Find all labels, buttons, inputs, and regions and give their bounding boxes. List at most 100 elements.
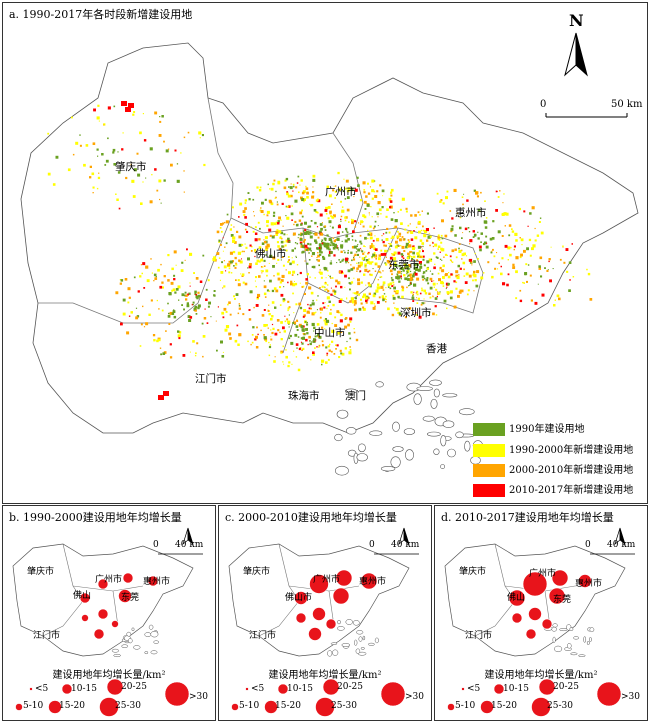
landuse-patch — [353, 255, 355, 257]
landuse-patch — [521, 244, 523, 246]
city-label: 佛山 — [73, 591, 92, 601]
landuse-patch — [436, 192, 439, 195]
landuse-patch — [184, 259, 186, 261]
landuse-patch — [317, 198, 319, 201]
island — [404, 449, 414, 461]
landuse-patch — [199, 137, 201, 139]
landuse-patch — [534, 227, 536, 230]
landuse-patch — [491, 275, 494, 279]
landuse-patch — [462, 232, 464, 234]
landuse-patch — [538, 265, 541, 268]
landuse-patch — [280, 237, 283, 240]
landuse-patch — [530, 299, 533, 302]
landuse-patch — [343, 178, 345, 180]
landuse-patch — [194, 309, 197, 312]
city-label: 佛山市 — [285, 593, 313, 603]
landuse-patch — [250, 226, 252, 228]
landuse-patch — [512, 266, 516, 269]
landuse-patch — [390, 218, 394, 221]
landuse-patch — [283, 233, 286, 236]
landuse-patch — [287, 320, 291, 324]
landuse-patch — [524, 273, 527, 276]
landuse-patch — [480, 191, 482, 194]
landuse-patch — [263, 324, 267, 327]
landuse-patch — [305, 338, 308, 342]
city-foshan: 佛山市 — [255, 248, 287, 260]
landuse-patch — [389, 256, 393, 260]
landuse-patch — [371, 256, 373, 259]
landuse-patch — [306, 321, 308, 324]
landuse-patch — [367, 252, 369, 255]
landuse-patch — [334, 290, 337, 293]
landuse-patch — [404, 228, 407, 231]
landuse-patch — [363, 293, 366, 297]
landuse-patch — [479, 211, 481, 213]
landuse-patch — [439, 291, 441, 293]
island — [369, 430, 383, 436]
landuse-patch — [263, 239, 265, 241]
landuse-patch — [455, 287, 458, 290]
landuse-patch — [345, 234, 349, 238]
landuse-patch — [449, 290, 453, 294]
landuse-patch — [127, 287, 131, 291]
mini-region-outline — [12, 543, 194, 657]
landuse-patch — [289, 186, 293, 190]
landuse-patch — [474, 279, 477, 282]
landuse-patch — [514, 232, 518, 236]
island — [442, 393, 458, 398]
landuse-patch — [297, 273, 299, 276]
landuse-patch — [390, 194, 393, 197]
landuse-patch — [372, 239, 375, 242]
landuse-patch — [477, 258, 479, 260]
landuse-patch — [372, 268, 374, 270]
landuse-patch — [168, 312, 170, 315]
landuse-patch — [307, 303, 309, 306]
landuse-patch — [324, 288, 327, 291]
landuse-patch — [314, 347, 316, 349]
landuse-patch — [261, 314, 265, 317]
landuse-patch — [379, 276, 381, 278]
landuse-patch — [367, 271, 369, 273]
landuse-patch — [329, 343, 331, 346]
landuse-patch — [419, 214, 421, 216]
landuse-patch — [364, 246, 366, 248]
landuse-patch — [127, 301, 130, 304]
landuse-patch — [409, 250, 412, 254]
landuse-patch — [331, 226, 334, 229]
landuse-patch — [251, 245, 253, 248]
landuse-patch — [351, 239, 354, 241]
landuse-patch — [398, 312, 402, 316]
landuse-patch — [167, 279, 170, 282]
landuse-patch — [352, 292, 354, 294]
landuse-patch — [568, 261, 572, 264]
landuse-patch — [391, 273, 393, 276]
landuse-patch — [414, 236, 418, 240]
landuse-patch — [382, 297, 385, 300]
landuse-patch — [286, 234, 288, 236]
landuse-patch — [379, 255, 381, 257]
city-label: 肇庆市 — [459, 567, 487, 577]
landuse-patch — [169, 311, 173, 315]
landuse-patch — [130, 163, 132, 166]
landuse-patch — [309, 203, 311, 205]
landuse-patch — [302, 315, 305, 318]
landuse-patch — [89, 176, 92, 179]
landuse-patch — [257, 221, 260, 224]
landuse-patch — [377, 257, 381, 261]
landuse-patch — [263, 334, 265, 336]
district-border — [38, 217, 232, 324]
landuse-patch — [128, 296, 131, 299]
landuse-patch — [412, 312, 414, 314]
landuse-patch — [140, 202, 143, 205]
landuse-patch — [230, 224, 233, 226]
landuse-patch — [135, 307, 138, 309]
landuse-patch — [304, 231, 308, 235]
landuse-patch — [480, 276, 484, 280]
landuse-patch — [477, 237, 480, 240]
landuse-patch — [329, 275, 331, 278]
landuse-patch — [469, 258, 473, 262]
landuse-patch — [347, 238, 350, 241]
landuse-patch — [413, 271, 416, 274]
landuse-patch — [440, 234, 443, 237]
bubble-legend-symbol — [245, 687, 249, 691]
